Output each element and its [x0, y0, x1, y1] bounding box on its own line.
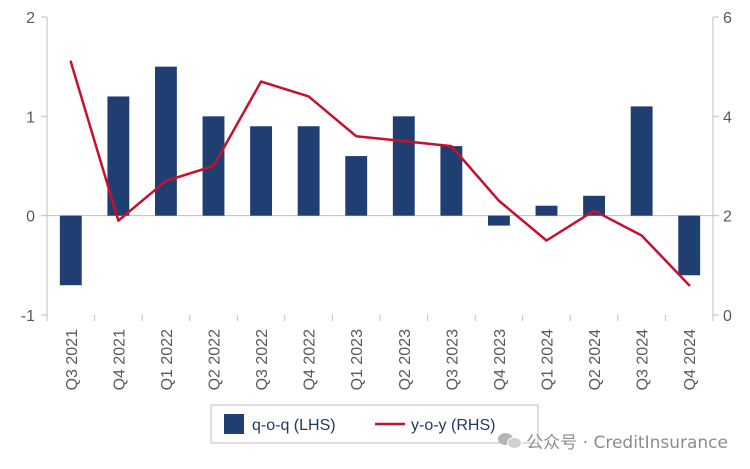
bar — [298, 126, 320, 215]
legend-label-bar: q-o-q (LHS) — [252, 417, 336, 434]
x-tick-label: Q1 2023 — [349, 329, 366, 390]
bar — [60, 216, 82, 286]
x-tick-label: Q3 2021 — [64, 329, 81, 390]
legend: q-o-q (LHS) y-o-y (RHS) — [211, 405, 538, 443]
x-tick-labels: Q3 2021 Q4 2021 Q1 2022 Q2 2022 Q3 2022 Q4 20… — [64, 329, 699, 390]
bar — [345, 156, 367, 216]
x-tick-label: Q2 2024 — [587, 329, 604, 390]
right-tick-label: 4 — [723, 109, 732, 126]
right-tick-label: 0 — [723, 308, 732, 325]
legend-label-line: y-o-y (RHS) — [411, 417, 495, 434]
watermark: 公众号 · CreditInsurance — [498, 428, 728, 453]
bar — [393, 116, 415, 215]
bar — [250, 126, 272, 215]
x-tick-label: Q4 2022 — [302, 329, 319, 390]
x-tick-label: Q3 2022 — [254, 329, 271, 390]
watermark-text: 公众号 · CreditInsurance — [526, 428, 728, 453]
x-tick-label: Q1 2022 — [159, 329, 176, 390]
x-tick-label: Q3 2023 — [444, 329, 461, 390]
x-tick-label: Q2 2023 — [397, 329, 414, 390]
right-tick-label: 6 — [723, 10, 732, 27]
bar — [155, 67, 177, 216]
x-tick-label: Q4 2023 — [492, 329, 509, 390]
bar — [488, 216, 510, 226]
bar — [631, 106, 653, 215]
left-tick-label: 1 — [26, 109, 35, 126]
bar — [536, 206, 558, 216]
bar-series — [60, 67, 700, 286]
legend-swatch-bar — [224, 414, 244, 434]
x-tick-label: Q3 2024 — [635, 329, 652, 390]
bar — [583, 196, 605, 216]
x-tick-label: Q4 2024 — [682, 329, 699, 390]
bar — [678, 216, 700, 276]
left-tick-label: -1 — [21, 308, 35, 325]
x-tick-label: Q4 2021 — [111, 329, 128, 390]
left-tick-label: 2 — [26, 10, 35, 27]
wechat-icon — [498, 432, 520, 450]
left-tick-label: 0 — [26, 209, 35, 226]
x-tick-label: Q2 2022 — [207, 329, 224, 390]
x-tick-label: Q1 2024 — [540, 329, 557, 390]
right-tick-label: 2 — [723, 209, 732, 226]
